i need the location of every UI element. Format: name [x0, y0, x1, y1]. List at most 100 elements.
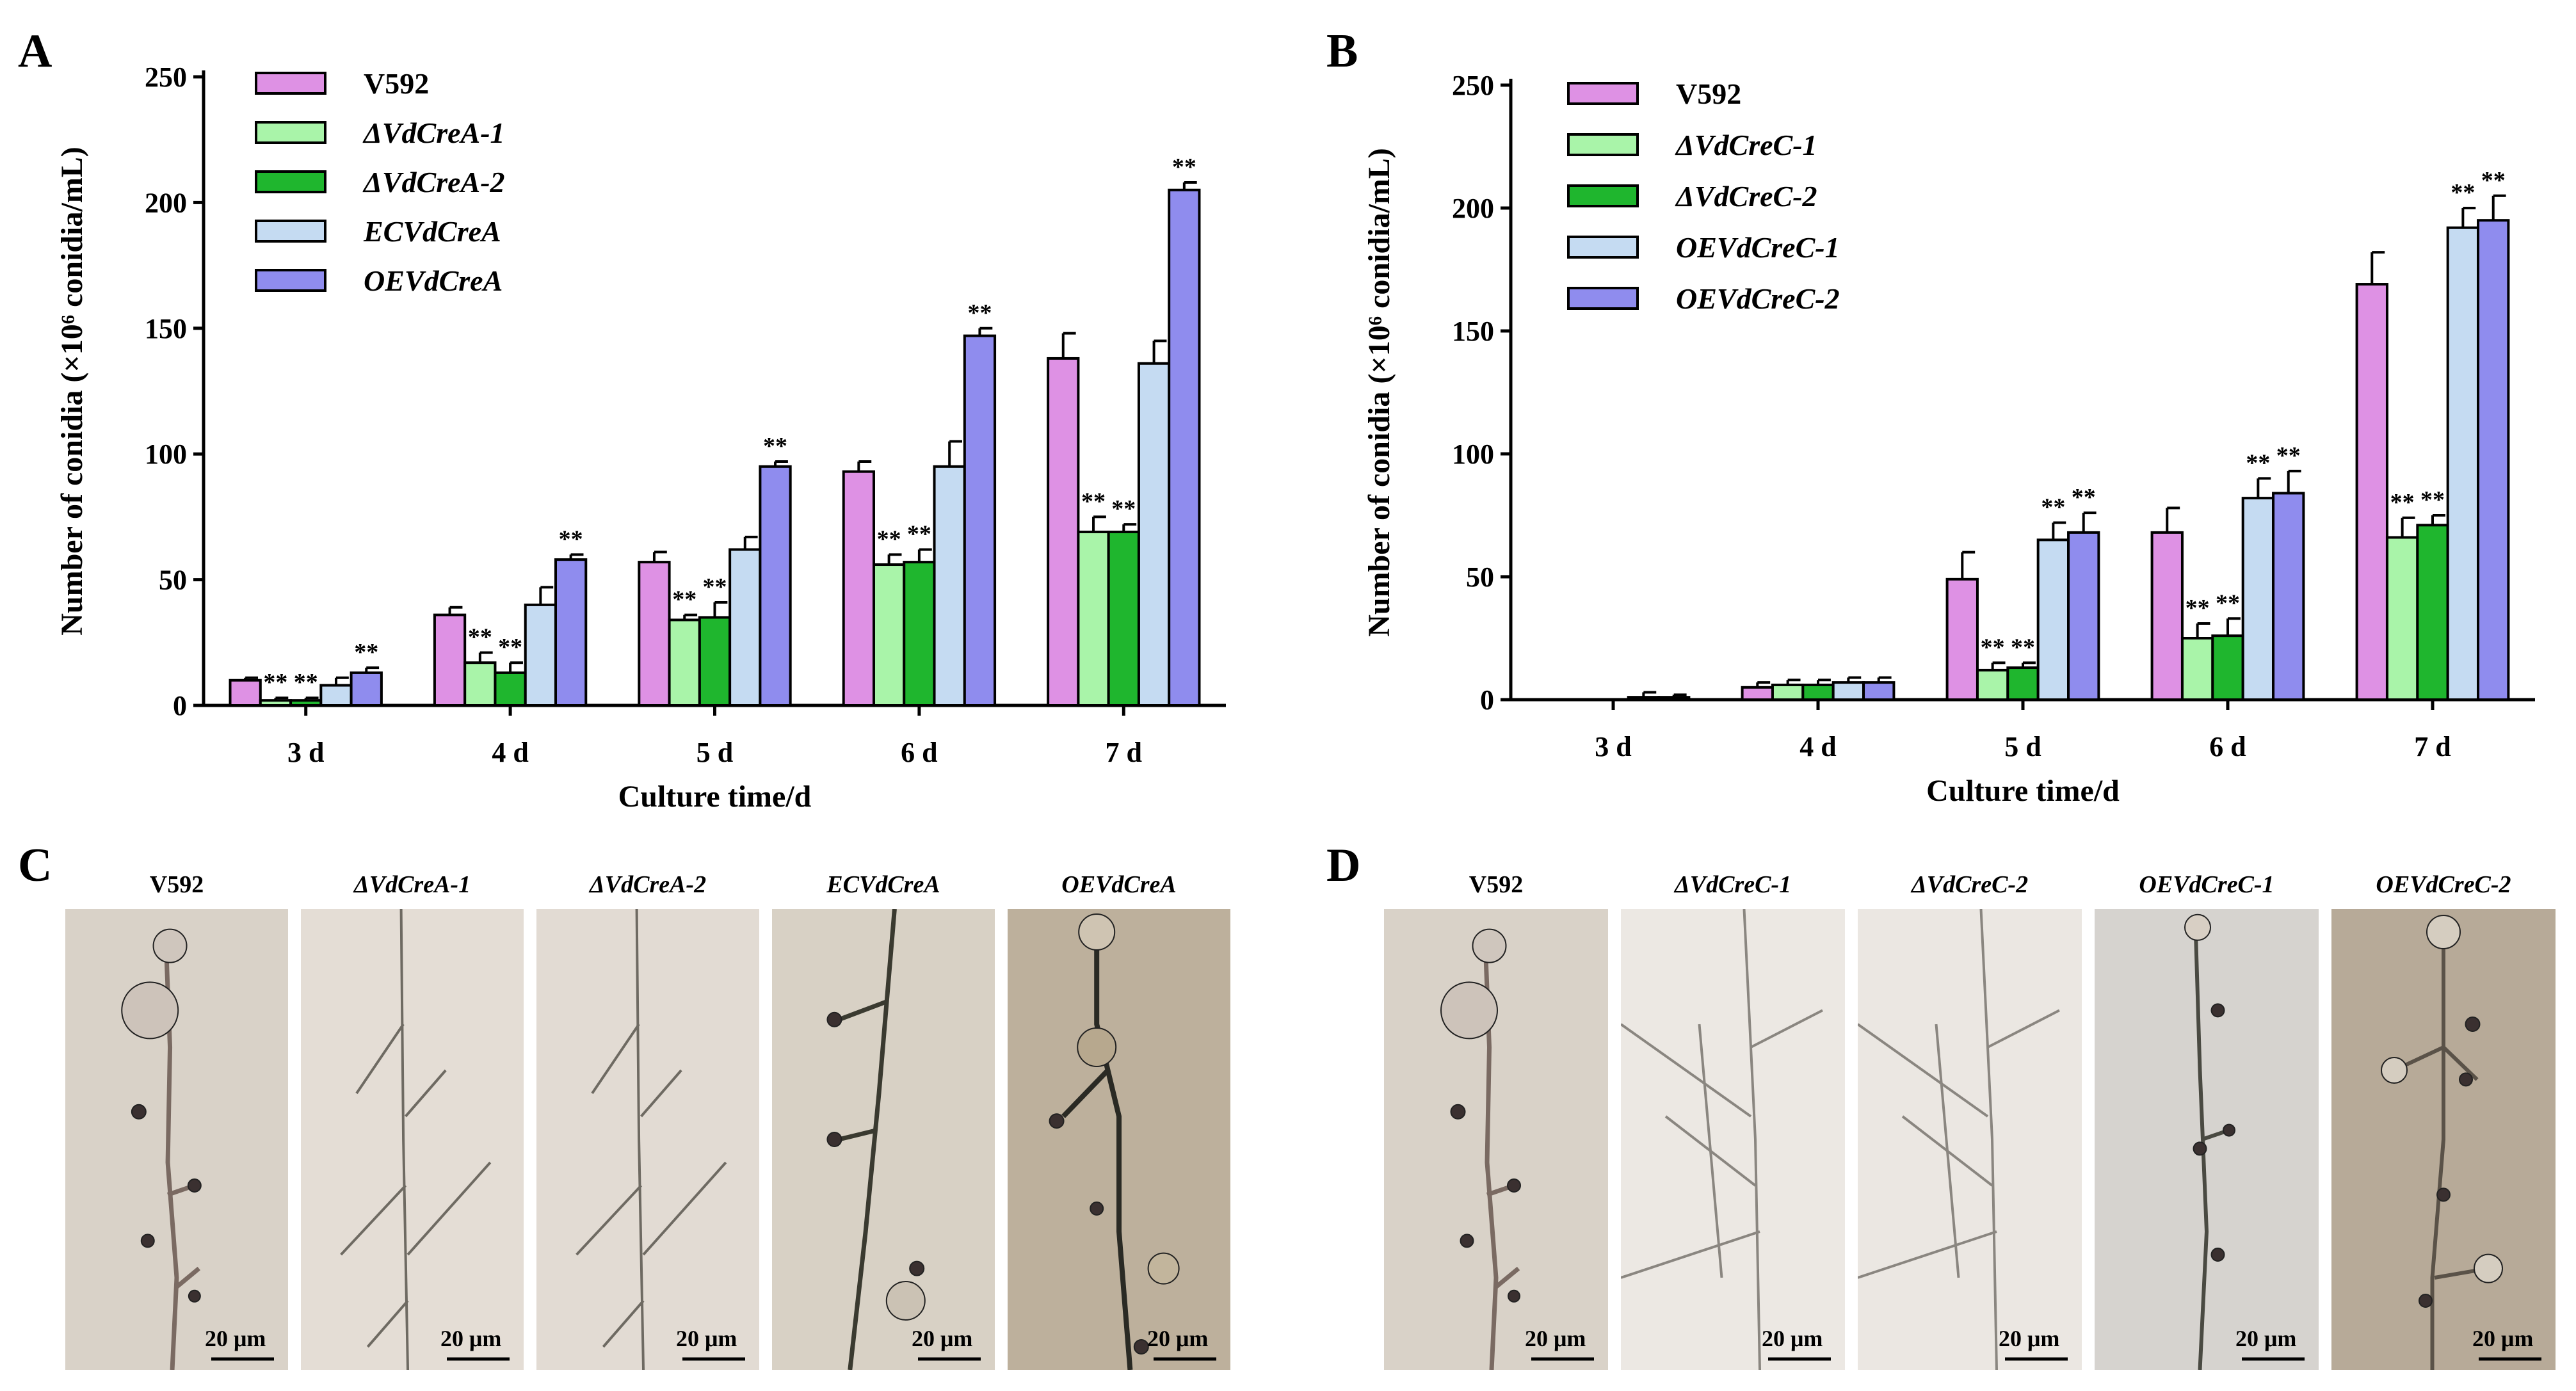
- conidium: [2426, 915, 2461, 949]
- significance-mark: **: [2481, 167, 2506, 194]
- hypha-branch: [340, 1184, 407, 1256]
- bar: [963, 334, 997, 707]
- hypha-branch: [602, 1299, 645, 1348]
- bar: [2446, 226, 2480, 702]
- conidium: [187, 1178, 202, 1193]
- micrograph-image: 20 μm: [2095, 909, 2319, 1370]
- conidium: [1049, 1113, 1065, 1129]
- legend-label: OEVdCreC-1: [1676, 231, 1840, 264]
- conidium: [826, 1132, 842, 1147]
- bar: [2150, 531, 2184, 701]
- bar: [433, 613, 467, 707]
- bar: [259, 699, 293, 707]
- bar: [463, 661, 497, 707]
- scale-bar-label: 20 μm: [1525, 1326, 1586, 1351]
- conidium: [2193, 1141, 2207, 1156]
- conidium: [885, 1281, 926, 1321]
- micrograph-image: 20 μm: [772, 909, 995, 1370]
- micrograph-title: OEVdCreC-1: [2139, 871, 2274, 898]
- hypha-branch: [1494, 1266, 1520, 1289]
- y-tick-label: 50: [1466, 561, 1494, 593]
- significance-mark: **: [2072, 484, 2096, 511]
- micrograph-image: 20 μm: [1858, 909, 2082, 1370]
- bar: [2272, 492, 2305, 701]
- hyphae-sketch: [576, 909, 745, 1370]
- bar: [229, 679, 262, 707]
- hypha-branch: [838, 1128, 878, 1142]
- conidium: [2381, 1057, 2408, 1084]
- micrograph-image: 20 μm: [1384, 909, 1608, 1370]
- significance-mark: **: [559, 526, 583, 552]
- bar: [524, 603, 558, 707]
- chart-b: 0 50 100 150 200 250 Number of conidia (×10⁶ c…: [1362, 70, 2535, 808]
- micrograph-title: OEVdCreC-2: [2376, 871, 2511, 898]
- hypha-branch: [405, 1069, 447, 1118]
- conidium: [826, 1011, 842, 1027]
- hypha-branch: [355, 1023, 405, 1095]
- micrograph-title: ΔVdCreA-1: [353, 871, 471, 898]
- hypha-branch: [175, 1266, 201, 1289]
- significance-mark: **: [2276, 442, 2301, 469]
- y-tick-label: 200: [145, 187, 187, 218]
- bar: [2211, 634, 2244, 701]
- bar: [933, 465, 966, 707]
- bar: [872, 563, 906, 707]
- bar: [494, 671, 527, 707]
- conidium: [2436, 1187, 2451, 1202]
- legend-label: ΔVdCreC-1: [1675, 129, 1817, 161]
- conidium: [1508, 1289, 1520, 1303]
- significance-mark: **: [1081, 488, 1106, 515]
- micrograph-title: V592: [149, 871, 204, 898]
- hypha-branch: [1743, 909, 1761, 1370]
- significance-mark: **: [354, 639, 378, 666]
- micrograph-image: 20 μm: [65, 909, 288, 1370]
- y-tick-label: 50: [159, 565, 187, 596]
- hypha-branch: [1987, 1009, 2060, 1049]
- significance-mark: **: [1172, 154, 1196, 181]
- scale-bar-label: 20 μm: [912, 1326, 973, 1351]
- conidium: [1507, 1178, 1521, 1193]
- bar: [2036, 538, 2070, 702]
- hypha-branch: [640, 1069, 682, 1118]
- x-tick-label: 6 d: [2209, 731, 2246, 762]
- panel-letter-c: C: [18, 839, 52, 892]
- bar: [842, 470, 875, 707]
- hypha-branch: [2442, 1045, 2479, 1081]
- micrograph-title: V592: [1469, 871, 1524, 898]
- conidium: [1450, 1104, 1466, 1120]
- panel-letter-a: A: [18, 25, 52, 77]
- conidium: [2419, 1294, 2433, 1308]
- significance-mark: **: [672, 586, 696, 613]
- legend-swatch: [255, 72, 326, 95]
- x-tick-label: 5 d: [2004, 731, 2041, 762]
- bar: [2355, 283, 2388, 702]
- bar: [668, 618, 701, 707]
- bar: [1801, 683, 1835, 701]
- bar: [1831, 681, 1865, 701]
- legend-swatch: [1567, 184, 1639, 207]
- legend-swatch: [255, 170, 326, 193]
- significance-mark: **: [763, 433, 787, 460]
- hypha-branch: [576, 1184, 643, 1256]
- hypha-branch: [1979, 909, 1998, 1370]
- bar: [2416, 524, 2449, 701]
- hypha-branch: [1935, 1024, 1960, 1278]
- bar: [2180, 637, 2214, 701]
- bar: [1976, 668, 2009, 702]
- bar: [1168, 188, 1201, 707]
- hypha-branch: [1858, 1230, 1997, 1279]
- bar: [1107, 530, 1140, 707]
- conidium: [1077, 1027, 1117, 1067]
- bar: [1137, 362, 1171, 707]
- hypha-branch: [1621, 1230, 1760, 1279]
- hypha-branch: [366, 1299, 409, 1348]
- hyphae-sketch: [826, 909, 981, 1370]
- scale-bar-label: 20 μm: [440, 1326, 502, 1351]
- bar: [554, 558, 588, 707]
- micrograph-image: 20 μm: [1621, 909, 1845, 1370]
- legend-swatch: [255, 121, 326, 144]
- hypha-branch: [1750, 1009, 1823, 1049]
- bar: [1077, 530, 1110, 707]
- legend-label: ECVdCreA: [363, 215, 501, 248]
- scale-bar-label: 20 μm: [676, 1326, 737, 1351]
